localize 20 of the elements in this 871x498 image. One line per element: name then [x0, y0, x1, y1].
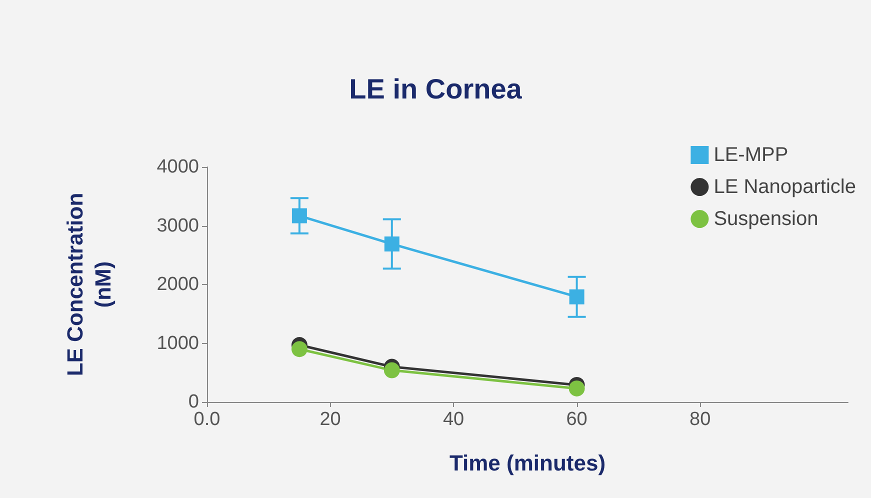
- point: [384, 236, 400, 252]
- chart-title: LE in Cornea: [349, 74, 522, 104]
- x-tick-label: 80: [690, 409, 711, 430]
- point: [292, 208, 307, 224]
- legend-label: LE Nanoparticle: [714, 176, 856, 198]
- legend-label: Suspension: [714, 208, 818, 230]
- point: [568, 380, 585, 396]
- x-tick-label: 40: [442, 409, 464, 430]
- y-tick-label: 3000: [156, 215, 199, 236]
- x-axis-title: Time (minutes): [449, 450, 606, 476]
- x-tick-label: 20: [320, 409, 341, 430]
- x-tick-label: 60: [566, 409, 588, 430]
- y-tick-label: 2000: [156, 274, 199, 295]
- y-tick-label: 4000: [156, 156, 199, 178]
- legend-label: LE-MPP: [714, 144, 788, 166]
- y-tick-label: 1000: [156, 332, 199, 354]
- y-axis-title: LE Concentration (nM): [62, 192, 116, 376]
- point: [291, 341, 308, 358]
- point: [384, 362, 400, 378]
- point: [569, 289, 584, 304]
